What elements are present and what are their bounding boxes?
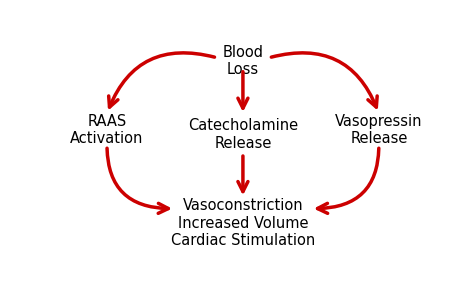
FancyArrowPatch shape — [107, 148, 168, 213]
FancyArrowPatch shape — [271, 53, 377, 107]
Text: Catecholamine
Release: Catecholamine Release — [188, 118, 298, 151]
FancyArrowPatch shape — [238, 156, 248, 192]
FancyArrowPatch shape — [109, 53, 215, 107]
Text: Vasopressin
Release: Vasopressin Release — [335, 114, 423, 146]
Text: Vasoconstriction
Increased Volume
Cardiac Stimulation: Vasoconstriction Increased Volume Cardia… — [171, 198, 315, 248]
FancyArrowPatch shape — [318, 148, 379, 213]
FancyArrowPatch shape — [238, 72, 248, 108]
Text: Blood
Loss: Blood Loss — [222, 45, 264, 77]
Text: RAAS
Activation: RAAS Activation — [70, 114, 144, 146]
